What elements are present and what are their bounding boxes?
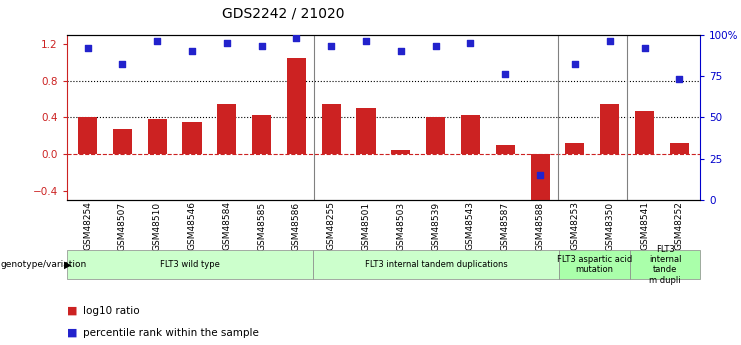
Bar xyxy=(426,117,445,154)
Text: percentile rank within the sample: percentile rank within the sample xyxy=(83,328,259,338)
Bar xyxy=(322,104,341,154)
Bar xyxy=(252,115,271,154)
Point xyxy=(604,38,616,44)
Point xyxy=(569,61,581,67)
Text: FLT3 wild type: FLT3 wild type xyxy=(160,260,220,269)
Bar xyxy=(461,115,480,154)
Text: ■: ■ xyxy=(67,306,77,315)
Point xyxy=(151,38,163,44)
Point xyxy=(430,43,442,49)
Point xyxy=(360,38,372,44)
Bar xyxy=(287,58,306,154)
Point xyxy=(82,45,93,50)
Text: genotype/variation: genotype/variation xyxy=(1,260,87,269)
Point xyxy=(186,48,198,54)
Point xyxy=(534,172,546,178)
Text: FLT3 aspartic acid
mutation: FLT3 aspartic acid mutation xyxy=(557,255,632,275)
Bar xyxy=(182,122,202,154)
Bar xyxy=(531,154,550,200)
Point xyxy=(325,43,337,49)
Text: FLT3
internal
tande
m dupli: FLT3 internal tande m dupli xyxy=(649,245,681,285)
Bar xyxy=(565,143,585,154)
Bar xyxy=(356,108,376,154)
Point xyxy=(395,48,407,54)
Bar xyxy=(217,104,236,154)
Text: FLT3 internal tandem duplications: FLT3 internal tandem duplications xyxy=(365,260,508,269)
Bar xyxy=(496,145,515,154)
Bar xyxy=(635,111,654,154)
Text: ▶: ▶ xyxy=(64,260,72,270)
Bar xyxy=(391,150,411,154)
Point xyxy=(639,45,651,50)
Bar xyxy=(600,104,619,154)
Point xyxy=(465,40,476,46)
Bar xyxy=(147,119,167,154)
Point xyxy=(499,71,511,77)
Bar xyxy=(670,143,689,154)
Point xyxy=(221,40,233,46)
Point xyxy=(256,43,268,49)
Bar xyxy=(78,117,97,154)
Bar xyxy=(113,129,132,154)
Text: ■: ■ xyxy=(67,328,77,338)
Point xyxy=(116,61,128,67)
Point xyxy=(674,77,685,82)
Text: GDS2242 / 21020: GDS2242 / 21020 xyxy=(222,7,345,21)
Point xyxy=(290,35,302,41)
Text: log10 ratio: log10 ratio xyxy=(83,306,139,315)
